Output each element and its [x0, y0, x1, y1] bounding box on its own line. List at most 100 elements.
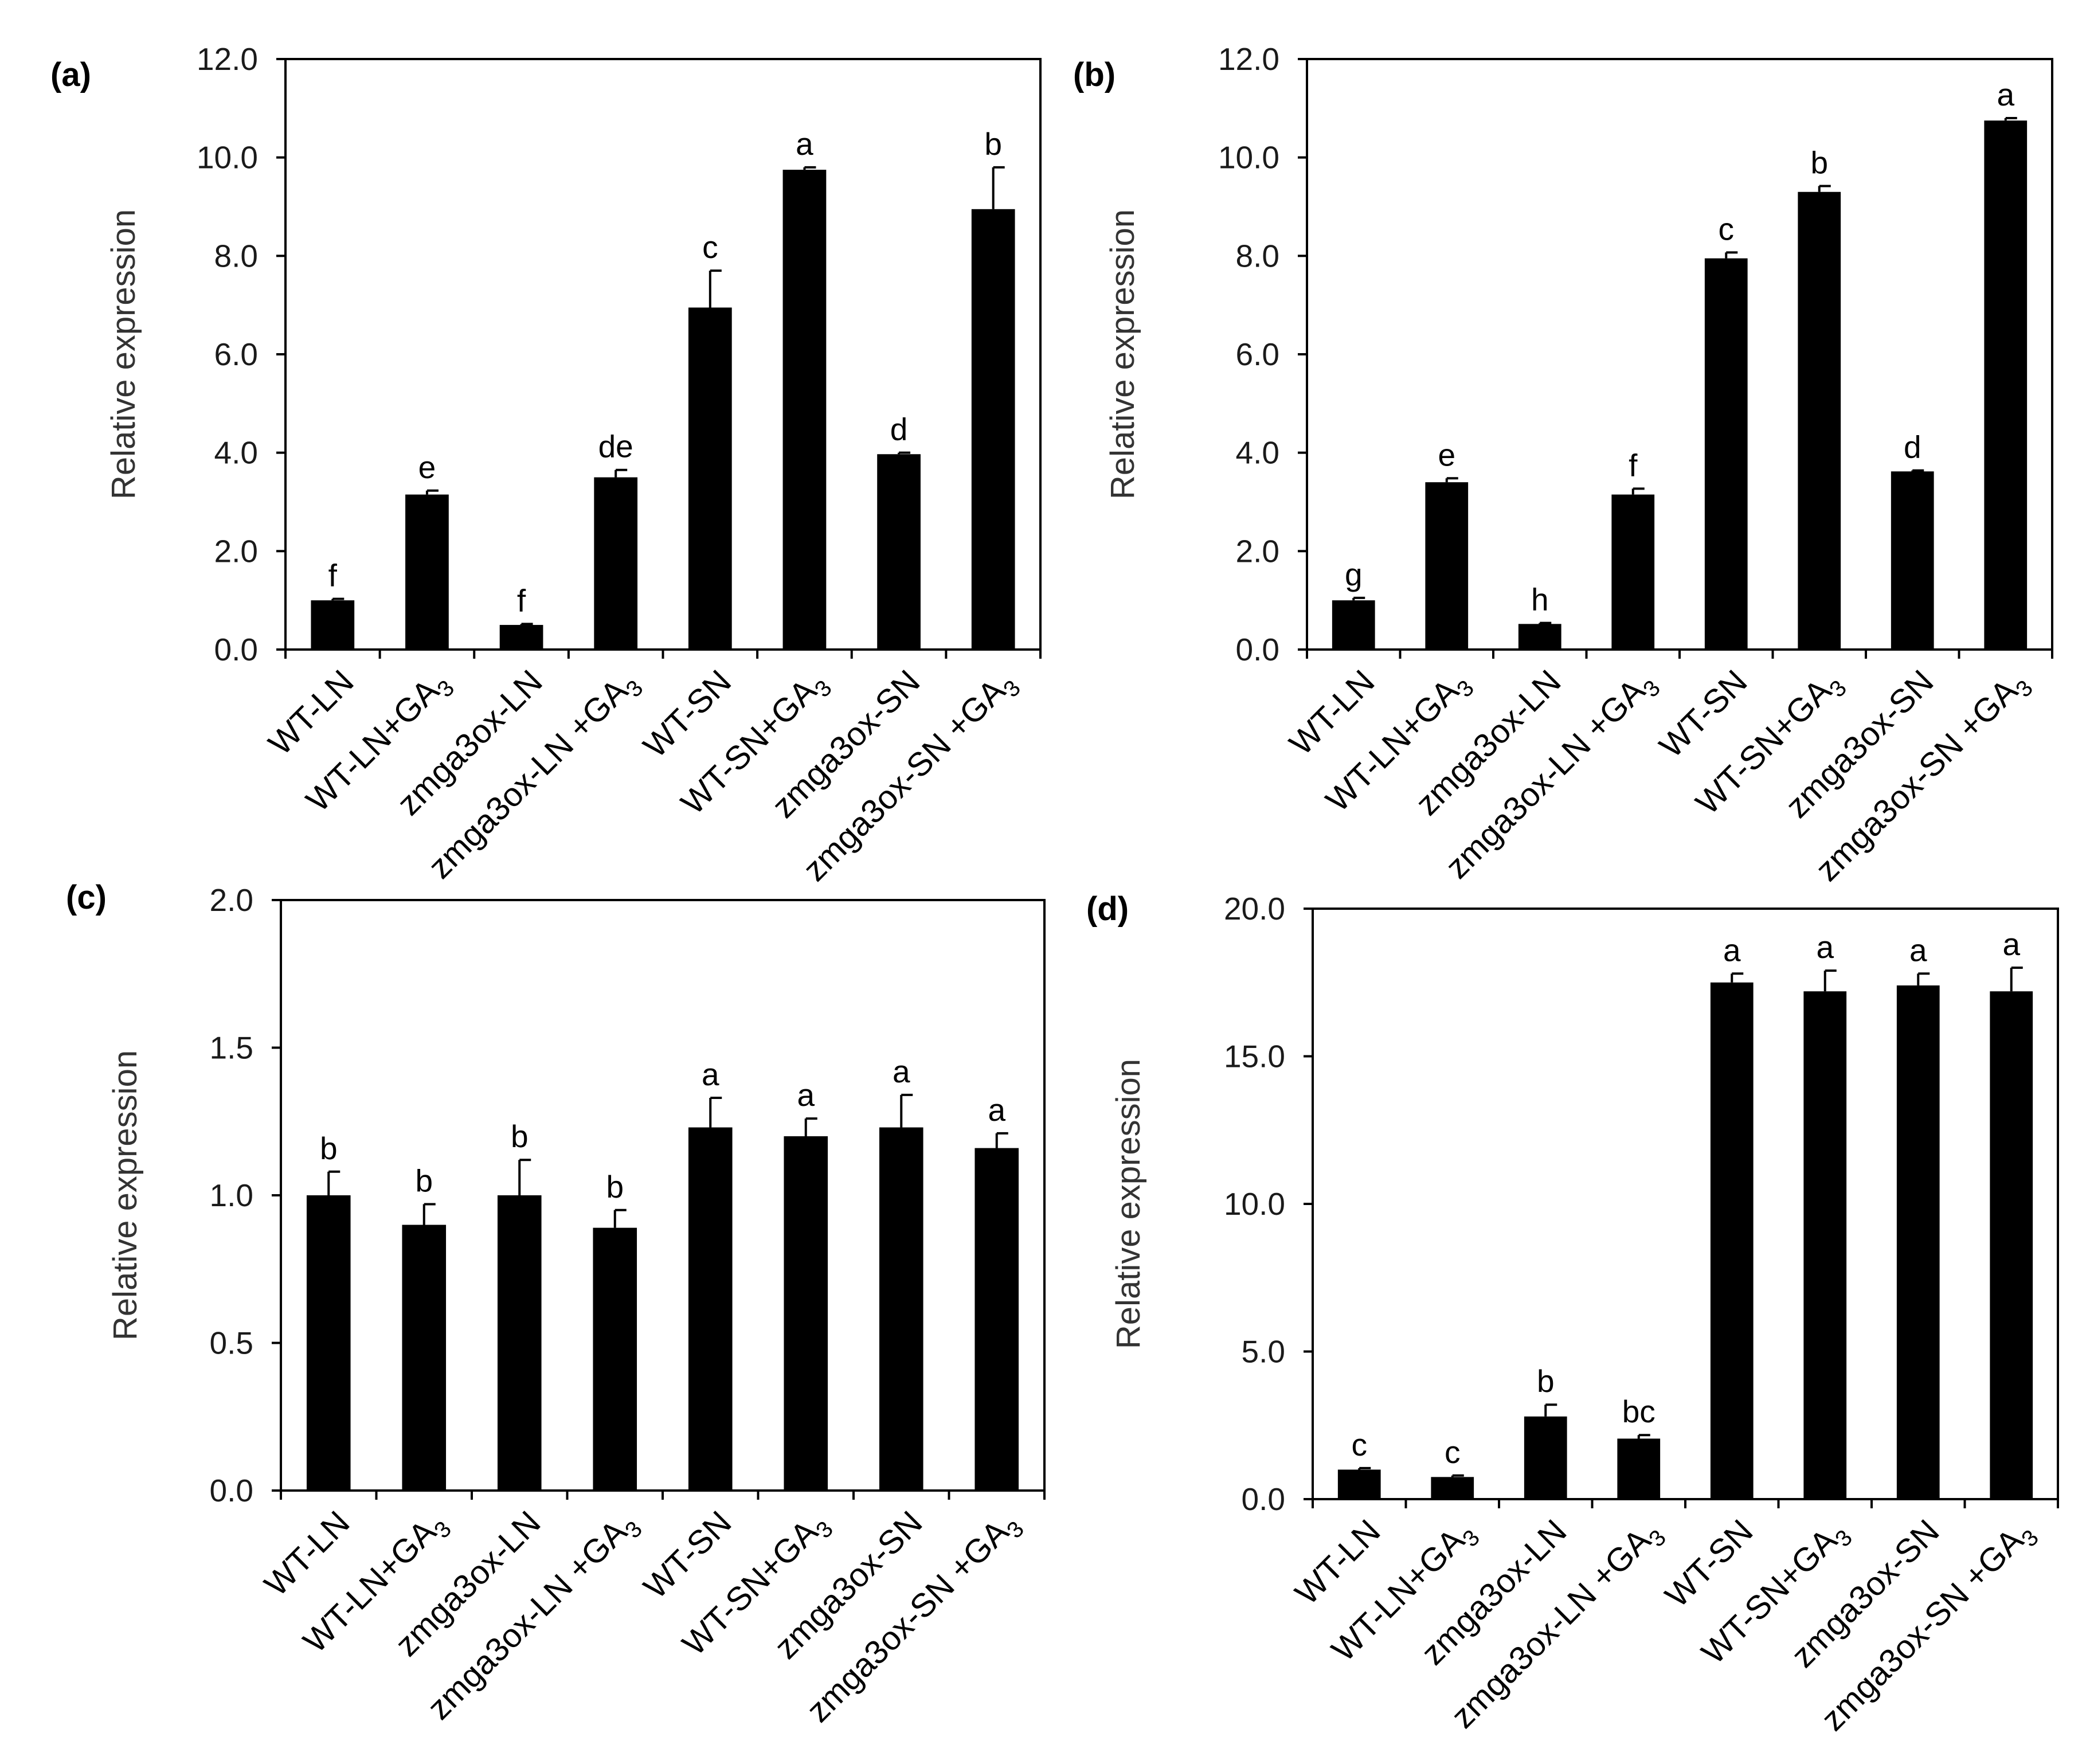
y-tick-label: 2.0 [214, 533, 258, 569]
bar [974, 1148, 1019, 1491]
significance-label: a [797, 1077, 815, 1113]
significance-label: b [1537, 1363, 1555, 1399]
bar [306, 1195, 351, 1491]
y-tick-label: 2.0 [1236, 533, 1279, 569]
significance-label: a [1723, 932, 1741, 968]
y-tick-label: 12.0 [197, 41, 258, 77]
significance-label: a [1909, 932, 1927, 968]
significance-label: de [598, 429, 633, 464]
significance-label: a [796, 126, 813, 162]
y-tick-label: 5.0 [1242, 1334, 1285, 1370]
y-tick-label: 4.0 [214, 435, 258, 471]
significance-label: d [1904, 429, 1921, 465]
bar [1704, 258, 1748, 650]
y-tick-label: 4.0 [1236, 435, 1279, 471]
significance-label: b [984, 126, 1002, 162]
significance-label: bc [1622, 1394, 1656, 1429]
bar [1617, 1438, 1661, 1499]
chart-panel-2: (b) 0.0 2.0 4.0 6.0 8.0 10.0 12.0 Relative expre… [1073, 41, 2053, 889]
significance-label: b [320, 1131, 338, 1166]
panel-label: (a) [50, 56, 91, 93]
significance-label: a [988, 1092, 1005, 1128]
y-axis-title: Relative expression [1110, 1059, 1147, 1349]
y-tick-label: 0.0 [1242, 1481, 1285, 1517]
bar [1524, 1416, 1567, 1499]
significance-label: c [1719, 211, 1735, 247]
y-tick-label: 0.0 [210, 1473, 253, 1508]
y-tick-label: 20.0 [1224, 891, 1285, 926]
y-tick-label: 8.0 [1236, 238, 1279, 273]
significance-label: c [1445, 1434, 1461, 1470]
bar [688, 1127, 733, 1491]
bar [971, 209, 1015, 650]
bar [1710, 982, 1754, 1499]
bar [1798, 191, 1841, 650]
plot-frame [1312, 908, 2059, 1500]
significance-label: g [1345, 557, 1363, 592]
bar [402, 1225, 447, 1491]
bar [499, 625, 543, 650]
significance-label: f [328, 558, 338, 593]
chart-panel-4: (d) 0.0 5.0 10.0 15.0 20.0 Relative expression… [1086, 890, 2059, 1738]
bar [1611, 494, 1655, 650]
significance-label: b [1810, 144, 1828, 180]
bar [688, 307, 732, 650]
significance-label: f [517, 582, 526, 618]
y-tick-label: 10.0 [1224, 1186, 1285, 1222]
y-tick-label: 0.0 [1236, 632, 1279, 667]
significance-label: c [1352, 1427, 1368, 1462]
significance-label: a [702, 1057, 719, 1092]
panel-label: (c) [66, 879, 107, 916]
bar [782, 170, 827, 650]
y-tick-label: 1.5 [210, 1030, 253, 1066]
y-axis-title: Relative expression [1104, 209, 1141, 499]
significance-label: b [415, 1163, 433, 1198]
bar [594, 477, 638, 650]
y-tick-label: 1.0 [210, 1178, 253, 1213]
significance-label: f [1629, 447, 1638, 483]
chart-panel-1: (a) 0.0 2.0 4.0 6.0 8.0 10.0 12.0 Relative expre… [50, 41, 1042, 889]
bar [877, 454, 921, 650]
bar [1431, 1477, 1474, 1499]
bar [1337, 1469, 1381, 1499]
panel-label: (d) [1086, 890, 1129, 928]
y-tick-label: 15.0 [1224, 1039, 1285, 1074]
bar [405, 494, 449, 650]
bar [311, 600, 355, 650]
panel-label: (b) [1073, 56, 1116, 93]
significance-label: e [418, 449, 436, 485]
y-tick-label: 2.0 [210, 882, 253, 918]
bar [784, 1136, 828, 1491]
y-tick-label: 8.0 [214, 238, 258, 273]
y-tick-label: 6.0 [214, 337, 258, 372]
y-tick-label: 12.0 [1218, 41, 1279, 77]
y-axis-title: Relative expression [105, 209, 142, 499]
significance-label: a [2002, 926, 2020, 962]
bar [1896, 985, 1940, 1499]
bar [1990, 991, 2033, 1499]
significance-label: h [1531, 582, 1549, 617]
significance-label: e [1438, 437, 1455, 472]
bar [593, 1227, 637, 1491]
bar [1803, 991, 1847, 1499]
bar [497, 1195, 542, 1491]
significance-label: a [1816, 929, 1834, 965]
bar [879, 1127, 923, 1491]
significance-label: a [893, 1054, 910, 1089]
plot-frame [1306, 58, 2053, 651]
significance-label: c [702, 229, 718, 265]
bar [1425, 482, 1469, 650]
bar [1332, 600, 1375, 650]
bar [1891, 471, 1934, 650]
y-tick-label: 10.0 [197, 140, 258, 175]
y-axis-title: Relative expression [107, 1050, 144, 1340]
y-tick-label: 10.0 [1218, 140, 1279, 175]
bar [1984, 120, 2028, 650]
significance-label: d [890, 412, 908, 447]
y-tick-label: 6.0 [1236, 337, 1279, 372]
y-tick-label: 0.5 [210, 1325, 253, 1361]
plot-frame [280, 899, 1046, 1492]
y-tick-label: 0.0 [214, 632, 258, 667]
